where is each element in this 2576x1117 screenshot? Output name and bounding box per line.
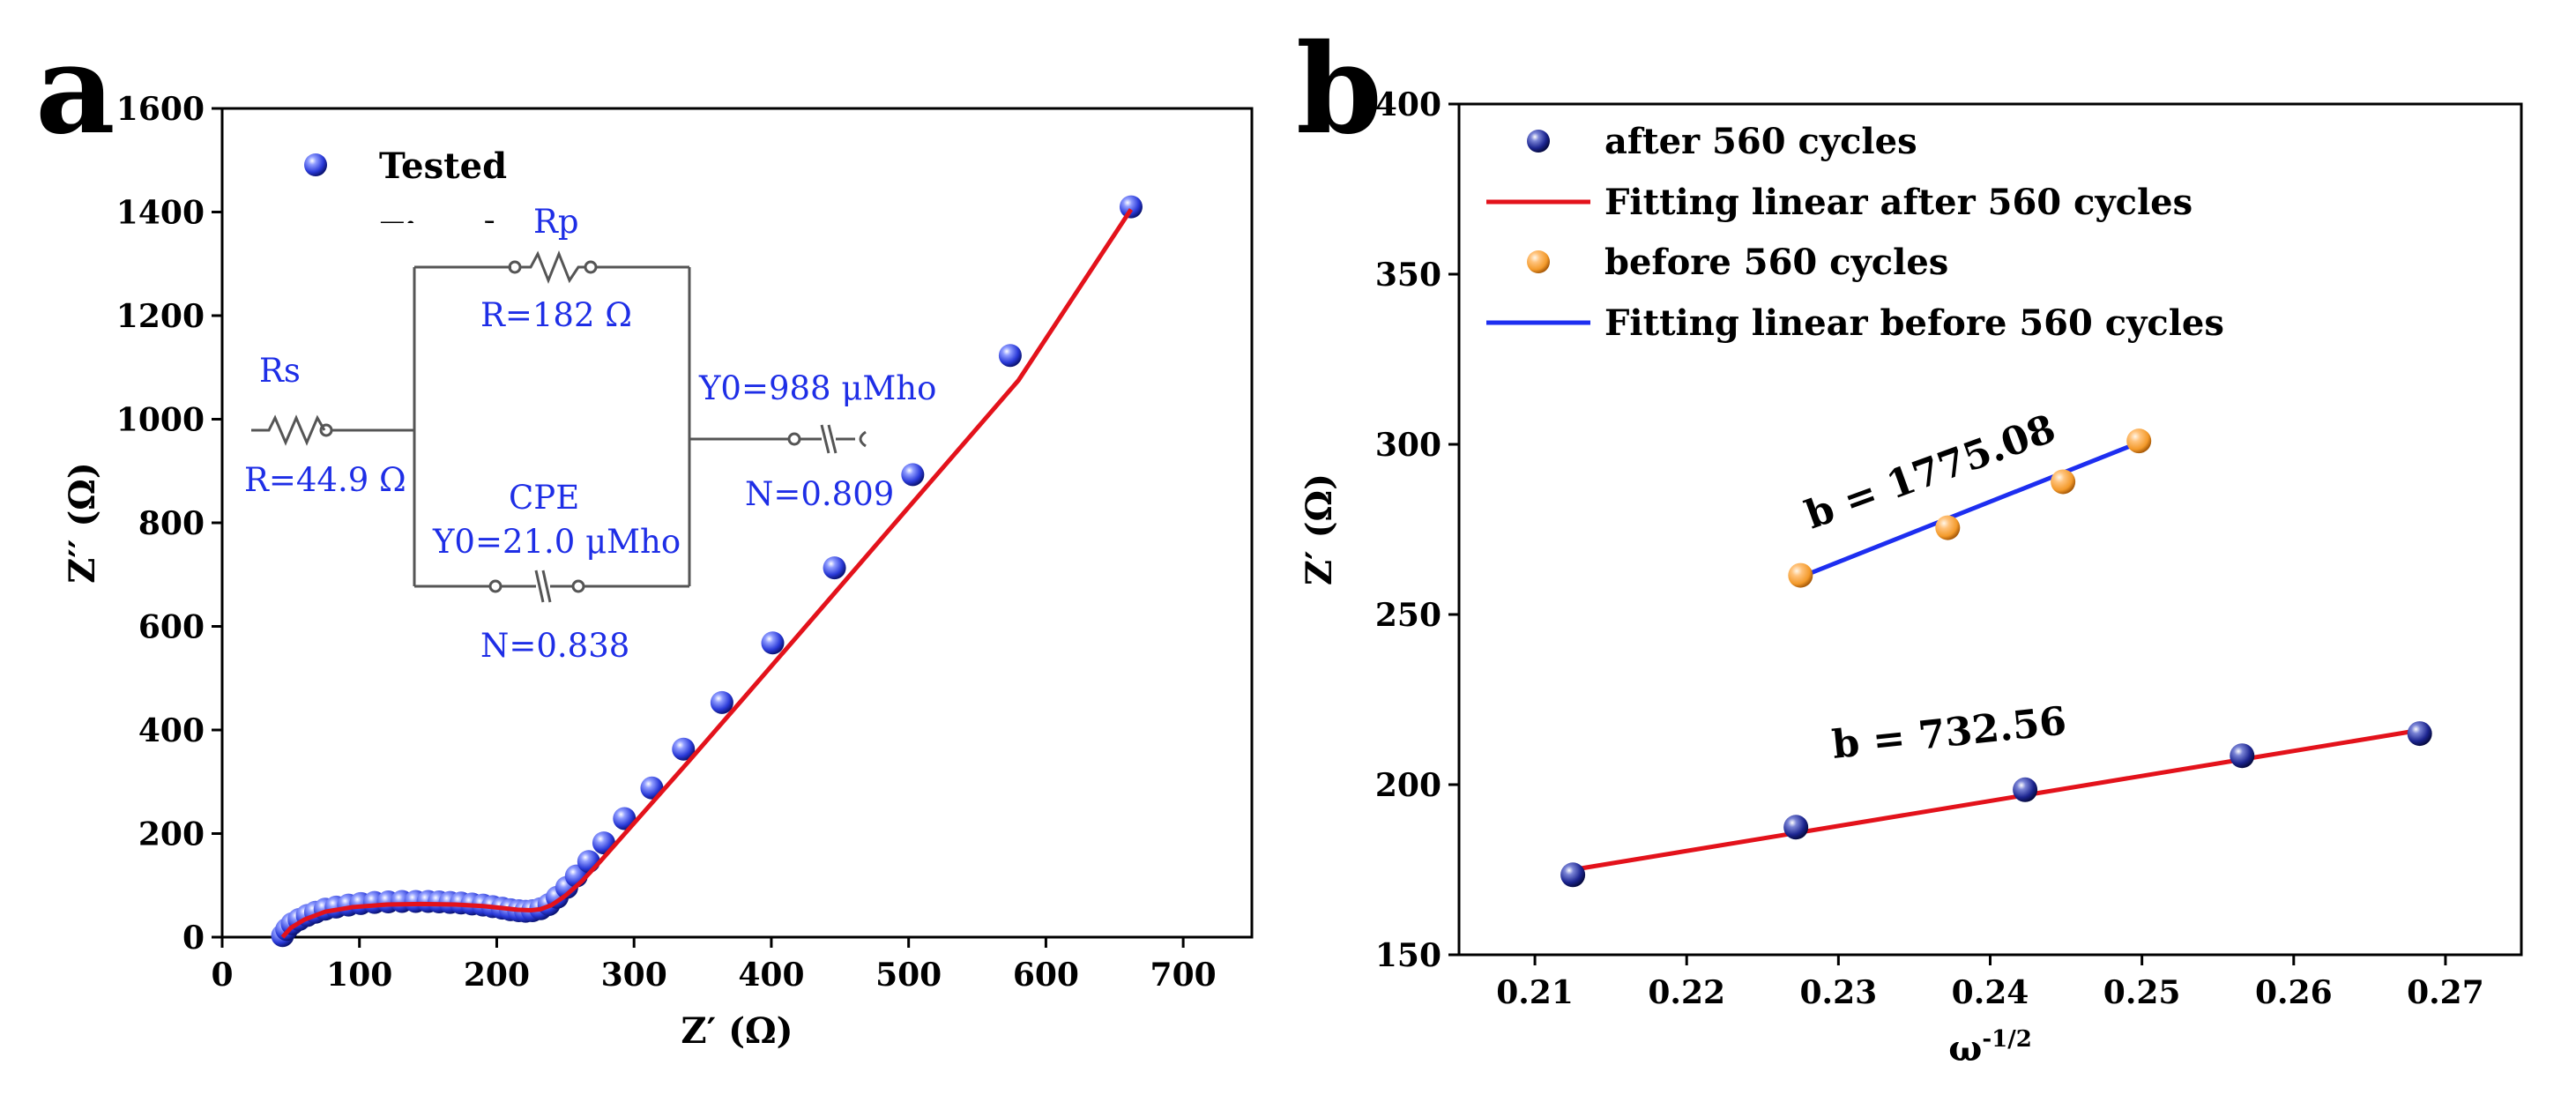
nyquist-data xyxy=(271,195,1143,948)
tested-point xyxy=(998,344,1022,368)
nyquist-x-tick-label: 0 xyxy=(211,957,233,994)
legend-tested-label: Tested xyxy=(379,145,507,187)
nyquist-x-tick-label: 400 xyxy=(738,957,804,994)
nyquist-y-tick-label: 1600 xyxy=(116,91,205,128)
after-point xyxy=(2230,743,2255,769)
warburg-x-tick-label: 0.27 xyxy=(2407,974,2484,1011)
tested-point xyxy=(761,631,785,655)
warburg-y-tick-label: 400 xyxy=(1375,86,1441,123)
warburg-y-tick-label: 350 xyxy=(1375,257,1441,294)
after-point xyxy=(1783,815,1809,840)
before-point xyxy=(2126,428,2152,454)
warburg-legend: after 560 cycles Fitting linear after 56… xyxy=(1486,121,2224,344)
tested-point xyxy=(710,690,733,714)
nyquist-y-label: Z′′ (Ω) xyxy=(62,462,103,584)
legend-before-marker xyxy=(1527,250,1550,273)
nyquist-chart: 0 100 200 300 400 500 600 700 0 200 400 600 800 1000 1… xyxy=(62,91,1254,1052)
nyquist-y-tick-label: 1000 xyxy=(116,402,205,439)
cpe-symbol xyxy=(501,570,573,603)
warburg-x-tick-label: 0.26 xyxy=(2255,974,2333,1011)
warburg-axes xyxy=(1457,102,2523,957)
nyquist-ticks: 0 100 200 300 400 500 600 700 0 200 400 600 800 1000 1… xyxy=(116,91,1217,994)
rp-label: Rp xyxy=(533,203,579,241)
rp-resistor-symbol xyxy=(520,249,585,285)
fit-after-line xyxy=(1572,727,2421,872)
nyquist-x-label: Z′ (Ω) xyxy=(681,1010,793,1052)
legend-fit-after-label: Fitting linear after 560 cycles xyxy=(1604,182,2193,223)
nyquist-x-tick-label: 500 xyxy=(875,957,942,994)
after-point xyxy=(2407,721,2432,747)
warburg-symbol xyxy=(800,424,855,454)
warburg-data xyxy=(1560,428,2432,888)
after-point xyxy=(2013,777,2038,802)
warburg-y-label: Z′ (Ω) xyxy=(1299,473,1340,585)
warburg-y-tick-label: 200 xyxy=(1375,767,1441,804)
warburg-node-left xyxy=(787,432,801,446)
slope-annotation-before: b = 1775.08 xyxy=(1799,406,2061,539)
nyquist-x-tick-label: 100 xyxy=(326,957,392,994)
before-point xyxy=(2051,469,2076,495)
warburg-y-tick-label: 150 xyxy=(1375,937,1441,974)
nyquist-x-tick-label: 700 xyxy=(1150,957,1217,994)
warburg-frame xyxy=(1457,102,2523,957)
warburg-ticks: 0.21 0.22 0.23 0.24 0.25 0.26 0.27 150 200 250 300… xyxy=(1375,86,2484,1011)
inset-background xyxy=(247,223,599,589)
fitted-line xyxy=(280,208,1134,939)
rs-resistor-symbol xyxy=(251,414,326,446)
slope-annotation-after: b = 732.56 xyxy=(1830,698,2069,768)
nyquist-y-tick-label: 600 xyxy=(138,609,205,646)
circuit-labels: Rs R=44.9 Ω Rp R=182 Ω CPE Y0=21.0 μMho … xyxy=(244,203,936,665)
nyquist-x-tick-label: 600 xyxy=(1013,957,1079,994)
tested-point xyxy=(577,850,600,874)
nyquist-y-tick-label: 0 xyxy=(182,920,205,957)
nyquist-y-tick-label: 400 xyxy=(138,712,205,749)
nyquist-y-tick-label: 800 xyxy=(138,505,205,542)
warburg-n: N=0.809 xyxy=(745,475,894,513)
warburg-x-label-sup: -1/2 xyxy=(1982,1026,2031,1053)
warburg-x-tick-label: 0.23 xyxy=(1800,974,1878,1011)
rp-value: R=182 Ω xyxy=(480,296,632,334)
legend-before-label: before 560 cycles xyxy=(1604,242,1948,283)
tested-point xyxy=(901,463,925,487)
warburg-x-label: ω-1/2 xyxy=(1948,1026,2032,1069)
warburg-x-tick-label: 0.21 xyxy=(1496,974,1574,1011)
fit-before-line xyxy=(1799,440,2140,579)
warburg-x-tick-label: 0.24 xyxy=(1952,974,2029,1011)
warburg-chart: 0.21 0.22 0.23 0.24 0.25 0.26 0.27 150 200 250 300… xyxy=(1299,86,2523,1069)
rs-label: Rs xyxy=(259,352,301,390)
warburg-y0: Y0=988 μMho xyxy=(698,369,936,407)
warburg-y-tick-label: 250 xyxy=(1375,597,1441,634)
equivalent-circuit-inset xyxy=(247,223,867,603)
after-point xyxy=(1560,862,1586,888)
nyquist-y-tick-label: 200 xyxy=(138,816,205,853)
before-point xyxy=(1935,515,1961,540)
legend-after-marker xyxy=(1527,130,1550,153)
before-point xyxy=(1788,562,1813,588)
panel-label-b: b xyxy=(1296,18,1382,162)
warburg-x-label-base: ω xyxy=(1948,1028,1982,1069)
nyquist-x-tick-label: 300 xyxy=(601,957,667,994)
cpe-label: CPE xyxy=(509,479,579,517)
nyquist-y-tick-label: 1400 xyxy=(116,195,205,232)
warburg-x-tick-label: 0.25 xyxy=(2103,974,2181,1011)
warburg-x-tick-label: 0.22 xyxy=(1648,974,1725,1011)
nyquist-x-tick-label: 200 xyxy=(464,957,530,994)
nyquist-y-tick-label: 1200 xyxy=(116,298,205,335)
rs-value: R=44.9 Ω xyxy=(244,461,406,499)
legend-after-label: after 560 cycles xyxy=(1604,121,1917,162)
cpe-n: N=0.838 xyxy=(480,627,629,665)
warburg-open-end xyxy=(859,430,867,448)
legend-fit-before-label: Fitting linear before 560 cycles xyxy=(1604,302,2224,344)
tested-point xyxy=(672,737,696,761)
cpe-y0: Y0=21.0 μMho xyxy=(432,523,681,561)
panel-label-a: a xyxy=(35,18,115,162)
tested-point xyxy=(823,556,846,580)
warburg-y-tick-label: 300 xyxy=(1375,427,1441,464)
legend-tested-marker xyxy=(304,153,327,176)
tested-point xyxy=(1119,195,1143,219)
